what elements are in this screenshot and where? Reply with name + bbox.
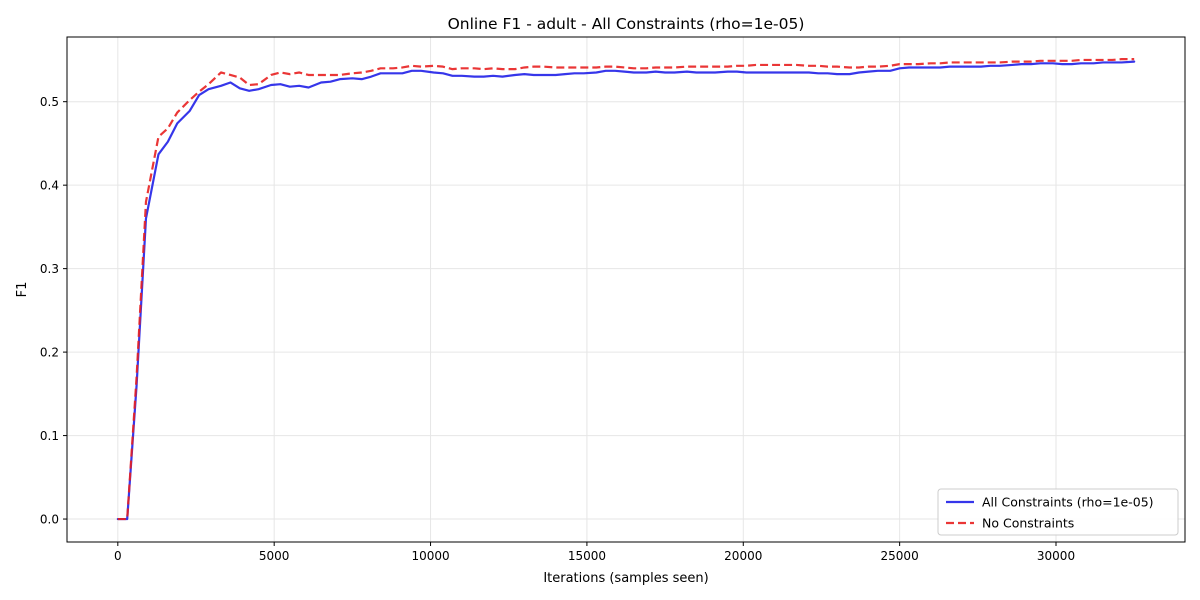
series-layer [116, 58, 1136, 521]
y-tick-label: 0.1 [40, 429, 59, 443]
legend: All Constraints (rho=1e-05) No Constrain… [937, 488, 1179, 536]
x-axis-label: Iterations (samples seen) [543, 571, 708, 586]
y-tick-label: 0.4 [40, 179, 59, 193]
x-tick-label: 20000 [724, 549, 762, 563]
legend-box [937, 488, 1179, 536]
x-axis-ticks: 0 5000 10000 15000 20000 25000 30000 [114, 542, 1075, 563]
legend-label-no-constraints: No Constraints [982, 516, 1074, 531]
plot-area-frame [66, 36, 1186, 543]
y-axis-ticks: 0.0 0.1 0.2 0.3 0.4 0.5 [40, 95, 67, 527]
legend-label-all-constraints: All Constraints (rho=1e-05) [982, 495, 1154, 510]
grid-lines [67, 37, 1185, 542]
x-tick-label: 0 [114, 549, 122, 563]
x-tick-label: 25000 [881, 549, 919, 563]
series-line-all-constraints [116, 60, 1136, 521]
x-tick-label: 10000 [411, 549, 449, 563]
x-tick-label: 5000 [259, 549, 290, 563]
y-tick-label: 0.2 [40, 346, 59, 360]
y-axis-label: F1 [15, 282, 30, 298]
x-tick-label: 15000 [568, 549, 606, 563]
y-tick-label: 0.3 [40, 262, 59, 276]
y-tick-label: 0.5 [40, 95, 59, 109]
series-line-no-constraints [117, 58, 1135, 521]
y-tick-label: 0.0 [40, 513, 59, 527]
chart-title: Online F1 - adult - All Constraints (rho… [448, 15, 805, 33]
x-tick-label: 30000 [1037, 549, 1075, 563]
